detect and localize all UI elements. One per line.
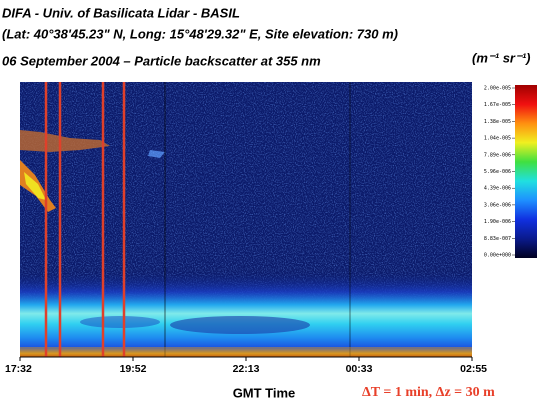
plot-title: 06 September 2004 – Particle backscatter… [2, 53, 321, 68]
colorbar [515, 85, 537, 258]
x-tick-label: 02:55 [460, 363, 487, 375]
colorbar-tick-label: 1.67e-005 [484, 102, 511, 108]
x-tick-label: 22:13 [233, 363, 260, 375]
colorbar-tick-label: 1.90e-006 [484, 219, 511, 225]
subtitle: (Lat: 40°38'45.23" N, Long: 15°48'29.32"… [2, 26, 398, 41]
colorbar-label: (m⁻¹ sr⁻¹) [472, 50, 531, 65]
x-tick-label: 00:33 [346, 363, 373, 375]
title: DIFA - Univ. of Basilicata Lidar - BASIL [2, 5, 240, 20]
cloud-core [24, 172, 46, 200]
colorbar-tick-label: 2.00e-005 [484, 86, 511, 92]
colorbar-tick-label: 5.96e-006 [484, 169, 511, 175]
colorbar-tick-label: 1.38e-005 [484, 119, 511, 125]
annotation: ΔT = 1 min, Δz = 30 m [362, 385, 495, 400]
cloud [148, 150, 165, 158]
layer-shade [170, 316, 310, 334]
colorbar-tick-label: 4.39e-006 [484, 186, 511, 192]
layer-shade [80, 316, 160, 328]
x-tick-label: 17:32 [5, 363, 32, 375]
colorbar-tick-label: 1.04e-005 [484, 136, 511, 142]
colorbar-tick-label: 7.89e-006 [484, 152, 511, 158]
x-axis-label: GMT Time [233, 385, 296, 400]
cloud [20, 130, 110, 152]
plot-area [20, 82, 472, 358]
x-tick-label: 19:52 [120, 363, 147, 375]
colorbar-tick-label: 3.06e-006 [484, 202, 511, 208]
colorbar-tick-label: 8.83e-007 [484, 236, 511, 242]
aerosol-layer [20, 270, 472, 357]
colorbar-tick-label: 0.00e+000 [484, 253, 511, 259]
ground-layer [20, 347, 472, 357]
